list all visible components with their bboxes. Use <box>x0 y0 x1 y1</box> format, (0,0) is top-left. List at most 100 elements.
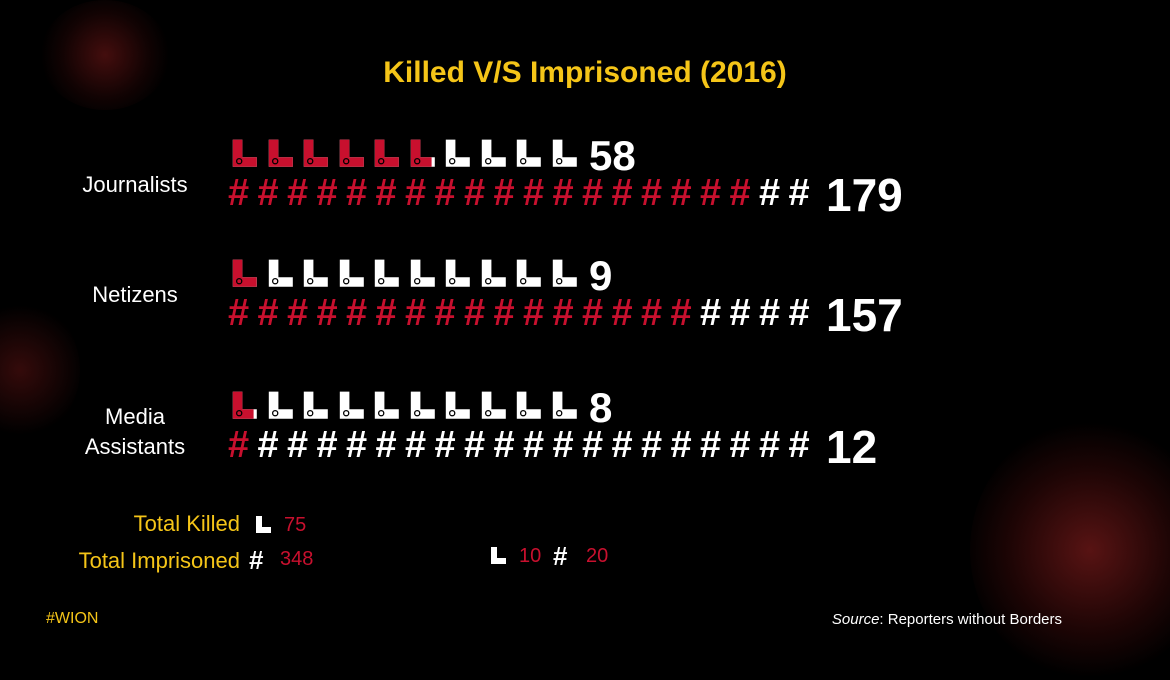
imprisoned-hash-icon: # <box>405 424 427 466</box>
category-label-line: Journalists <box>82 172 188 197</box>
hash-icon: # <box>249 545 264 575</box>
killed-gun-icon <box>228 258 260 295</box>
killed-gun-icon <box>512 138 544 175</box>
killed-gun-icon <box>228 390 260 427</box>
total-imprisoned-label: Total Imprisoned <box>78 548 240 573</box>
killed-value-label: 8 <box>589 384 613 431</box>
killed-gun-icon <box>299 258 331 295</box>
imprisoned-hash-icon: # <box>257 424 279 466</box>
imprisoned-hash-icon: # <box>523 172 545 214</box>
category-label-line: Netizens <box>92 282 178 307</box>
imprisoned-hash-icon: # <box>523 424 545 466</box>
imprisoned-hash-icon: # <box>611 292 633 334</box>
killed-gun-icon <box>512 390 544 427</box>
killed-value-label: 58 <box>589 132 636 179</box>
killed-gun-icon <box>264 390 296 427</box>
imprisoned-hash-icon: # <box>582 424 604 466</box>
imprisoned-hash-icon: # <box>729 424 751 466</box>
imprisoned-hash-icon: # <box>346 172 368 214</box>
imprisoned-hash-icon: # <box>700 172 722 214</box>
imprisoned-hash-icon: # <box>788 292 810 334</box>
imprisoned-hash-icon: # <box>228 292 250 334</box>
imprisoned-hash-icon: # <box>405 292 427 334</box>
imprisoned-value-label: 12 <box>826 421 878 473</box>
killed-gun-icon <box>228 138 260 175</box>
imprisoned-hash-icon: # <box>493 172 515 214</box>
category-label: Media Assistants <box>50 402 220 462</box>
imprisoned-hash-icon: # <box>405 172 427 214</box>
killed-gun-icon <box>477 390 509 427</box>
imprisoned-hash-icon: # <box>641 292 663 334</box>
killed-gun-icon <box>512 258 544 295</box>
imprisoned-hash-icon: # <box>228 424 250 466</box>
imprisoned-hash-icon: # <box>700 292 722 334</box>
category-label-line: Media <box>105 404 165 429</box>
imprisoned-hash-icon: # <box>670 172 692 214</box>
imprisoned-hash-icon: # <box>523 292 545 334</box>
imprisoned-hash-icon: # <box>611 172 633 214</box>
killed-gun-icon <box>370 138 402 175</box>
imprisoned-hash-icon: # <box>670 292 692 334</box>
imprisoned-hash-icon: # <box>788 172 810 214</box>
imprisoned-hash-icon: # <box>582 292 604 334</box>
total-killed-value: 75 <box>284 514 307 536</box>
imprisoned-hash-icon: # <box>316 172 338 214</box>
killed-gun-icon <box>264 138 296 175</box>
imprisoned-value-label: 179 <box>826 169 903 221</box>
imprisoned-hash-icon: # <box>316 292 338 334</box>
imprisoned-hash-icon: # <box>464 172 486 214</box>
imprisoned-hash-icon: # <box>552 424 574 466</box>
imprisoned-hash-icon: # <box>228 172 250 214</box>
imprisoned-hash-icon: # <box>375 424 397 466</box>
killed-gun-icon <box>441 138 473 175</box>
imprisoned-hash-icon: # <box>434 292 456 334</box>
killed-gun-icon <box>370 390 402 427</box>
imprisoned-hash-icon: # <box>759 424 781 466</box>
splatter-bottom-right <box>970 420 1170 680</box>
total-imprisoned-value: 348 <box>280 548 314 570</box>
key-hash-icon: # <box>553 541 568 571</box>
killed-gun-icon <box>406 258 438 295</box>
imprisoned-hash-icon: # <box>434 424 456 466</box>
imprisoned-hash-icon: # <box>582 172 604 214</box>
imprisoned-hash-icon: # <box>287 292 309 334</box>
killed-gun-icon <box>441 258 473 295</box>
imprisoned-hash-icon: # <box>641 172 663 214</box>
imprisoned-hash-icon: # <box>611 424 633 466</box>
source-text: : Reporters without Borders <box>879 611 1062 628</box>
total-killed-label: Total Killed <box>133 511 240 536</box>
imprisoned-hash-icon: # <box>552 292 574 334</box>
brand-tag: #WION <box>46 610 99 627</box>
imprisoned-hash-icon: # <box>729 172 751 214</box>
category-label: Netizens <box>50 280 220 310</box>
imprisoned-hash-icon: # <box>346 292 368 334</box>
source-label: Source <box>831 611 880 628</box>
chart-title: Killed V/S Imprisoned (2016) <box>383 56 787 89</box>
killed-gun-icon <box>335 390 367 427</box>
splatter-top-left <box>40 0 170 110</box>
key-gun-value: 10 <box>519 545 542 567</box>
imprisoned-hash-icon: # <box>434 172 456 214</box>
imprisoned-hash-icon: # <box>493 424 515 466</box>
imprisoned-hash-icon: # <box>552 172 574 214</box>
imprisoned-hash-icon: # <box>257 172 279 214</box>
imprisoned-hash-icon: # <box>375 172 397 214</box>
imprisoned-hash-icon: # <box>788 424 810 466</box>
gun-icon <box>253 515 273 540</box>
imprisoned-hash-icon: # <box>759 292 781 334</box>
killed-gun-icon <box>406 390 438 427</box>
killed-gun-icon <box>548 258 580 295</box>
killed-gun-icon <box>335 258 367 295</box>
imprisoned-hash-icon: # <box>316 424 338 466</box>
imprisoned-hash-icon: # <box>700 424 722 466</box>
killed-gun-icon <box>335 138 367 175</box>
category-label-line: Assistants <box>84 434 186 459</box>
imprisoned-hash-icon: # <box>493 292 515 334</box>
killed-gun-icon <box>477 138 509 175</box>
imprisoned-hash-icon: # <box>729 292 751 334</box>
killed-value-label: 9 <box>589 252 613 299</box>
imprisoned-hash-icon: # <box>759 172 781 214</box>
imprisoned-hash-icon: # <box>287 424 309 466</box>
imprisoned-value-label: 157 <box>826 289 903 341</box>
key-hash-value: 20 <box>586 545 609 567</box>
